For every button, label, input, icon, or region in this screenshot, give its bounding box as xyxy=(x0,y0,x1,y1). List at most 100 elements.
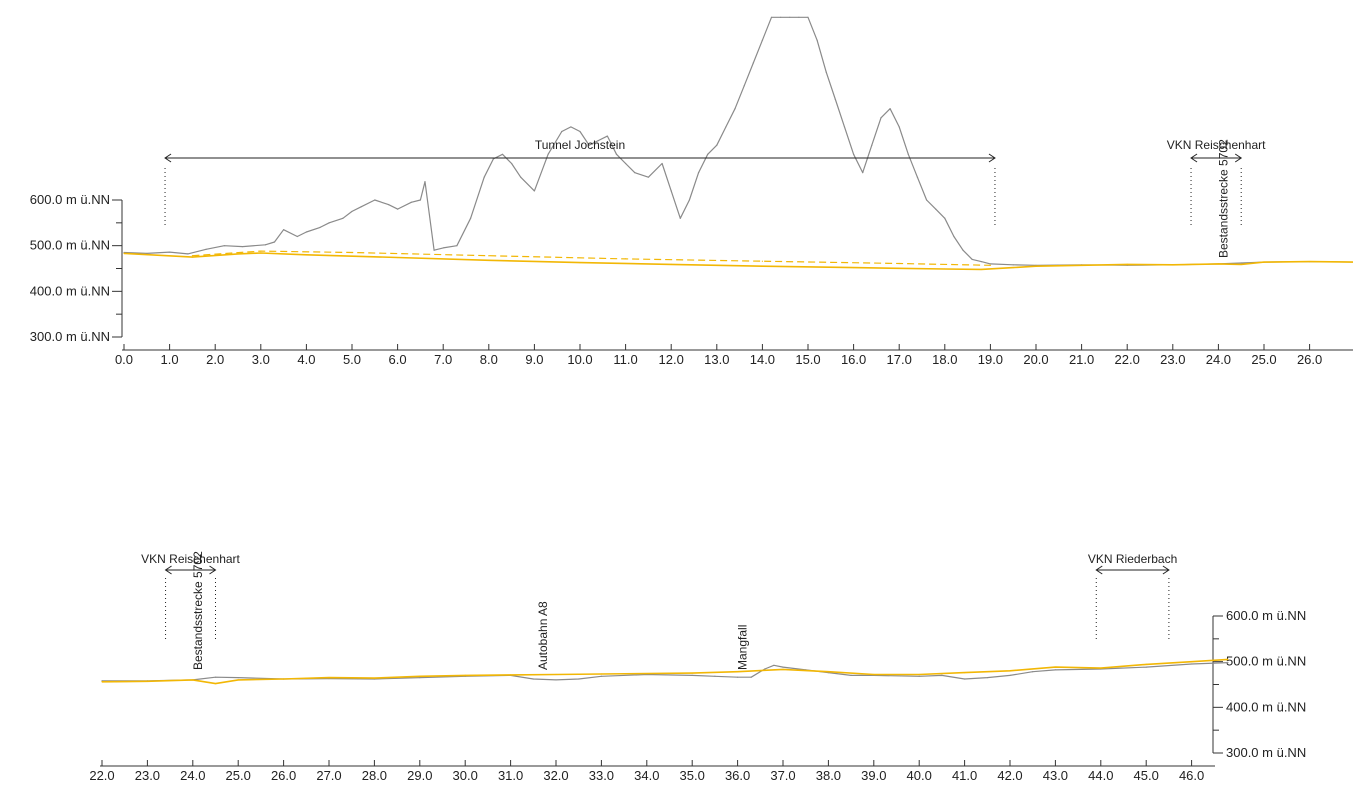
x-tick-label: 24.0 xyxy=(1206,352,1231,367)
data-point xyxy=(670,190,672,192)
data-point xyxy=(214,682,217,685)
data-point xyxy=(980,268,982,271)
y-tick-label: 600.0 m ü.NN xyxy=(30,192,110,207)
data-point xyxy=(1309,261,1311,263)
data-point xyxy=(1217,263,1219,265)
vertical-label-group: Bestandsstrecke 5702 xyxy=(191,551,205,670)
data-point xyxy=(555,679,557,681)
y-tick-label: 600.0 m ü.NN xyxy=(1226,608,1306,623)
data-point xyxy=(328,222,330,224)
data-point xyxy=(169,251,171,253)
section-end-arrow xyxy=(209,565,217,575)
data-point xyxy=(296,235,298,238)
x-tick-label: 22.0 xyxy=(89,768,114,783)
data-point xyxy=(989,264,992,266)
data-point xyxy=(214,676,217,678)
x-tick-label: 28.0 xyxy=(362,768,387,783)
data-point xyxy=(264,244,266,246)
vertical-label: Autobahn A8 xyxy=(536,601,550,670)
data-point xyxy=(661,162,663,165)
data-point xyxy=(761,39,764,41)
data-point xyxy=(187,253,189,255)
data-point xyxy=(241,245,244,248)
data-point xyxy=(374,199,376,201)
data-point xyxy=(283,678,285,680)
data-point xyxy=(419,677,421,679)
data-point xyxy=(578,678,580,680)
data-point xyxy=(532,678,534,680)
data-point xyxy=(483,176,485,178)
data-point xyxy=(1191,663,1193,665)
data-point xyxy=(853,266,855,269)
vertical-label-group: Mangfall xyxy=(736,625,750,670)
data-point xyxy=(1012,264,1014,266)
data-point xyxy=(511,162,513,165)
data-point xyxy=(464,674,466,676)
data-point xyxy=(764,668,766,670)
data-point xyxy=(1172,264,1174,266)
data-point xyxy=(1100,667,1102,669)
x-tick-label: 39.0 xyxy=(861,768,886,783)
data-point xyxy=(191,255,193,257)
x-tick-label: 25.0 xyxy=(226,768,251,783)
data-point xyxy=(761,260,764,262)
x-tick-label: 23.0 xyxy=(135,768,160,783)
data-point xyxy=(223,245,225,247)
data-point xyxy=(606,135,608,137)
data-point xyxy=(1054,666,1056,668)
x-tick-label: 22.0 xyxy=(1115,352,1140,367)
section-start-arrow xyxy=(1190,153,1198,163)
data-point xyxy=(862,172,864,174)
data-point xyxy=(725,126,727,128)
x-tick-label: 27.0 xyxy=(316,768,341,783)
x-tick-label: 44.0 xyxy=(1088,768,1113,783)
x-tick-label: 33.0 xyxy=(589,768,614,783)
data-point xyxy=(1054,669,1056,671)
data-point xyxy=(789,16,791,18)
data-point xyxy=(397,208,399,210)
data-point xyxy=(1009,670,1011,672)
data-point xyxy=(260,252,262,254)
data-point xyxy=(510,674,512,676)
data-point xyxy=(907,153,909,155)
data-point xyxy=(615,153,618,155)
vertical-label: Mangfall xyxy=(736,625,750,670)
x-tick-label: 24.0 xyxy=(180,768,205,783)
data-point xyxy=(716,144,718,146)
data-point xyxy=(520,176,522,178)
data-point xyxy=(691,672,693,674)
data-point xyxy=(1126,263,1128,265)
data-point xyxy=(670,263,672,265)
x-tick-label: 45.0 xyxy=(1134,768,1159,783)
data-point xyxy=(342,217,344,219)
x-tick-label: 37.0 xyxy=(770,768,795,783)
data-point xyxy=(737,671,739,673)
x-tick-label: 1.0 xyxy=(161,352,179,367)
data-point xyxy=(600,675,603,677)
y-tick-label: 500.0 m ü.NN xyxy=(1226,654,1306,669)
x-tick-label: 31.0 xyxy=(498,768,523,783)
plot-area xyxy=(123,16,1353,271)
x-tick-label: 13.0 xyxy=(704,352,729,367)
data-point xyxy=(273,241,276,243)
data-point xyxy=(1081,264,1083,266)
section-start-arrow xyxy=(1095,565,1103,575)
data-point xyxy=(588,144,590,146)
chart-panel-1: 0.0 1.0 2.0 3.0 4.0 5.0 6.0 7.0 8.0 9.0 10.0 11.0 12… xyxy=(30,16,1353,367)
section-end-arrow xyxy=(1162,565,1170,575)
data-point xyxy=(1035,265,1037,267)
data-point xyxy=(918,675,920,677)
data-point xyxy=(734,108,736,110)
data-point xyxy=(1145,663,1147,666)
y-tick-label: 400.0 m ü.NN xyxy=(30,283,110,298)
data-point xyxy=(986,677,988,679)
data-point xyxy=(1240,262,1242,264)
data-point xyxy=(555,673,557,676)
section-label: VKN Riederbach xyxy=(1088,552,1177,566)
section-start-arrow xyxy=(164,153,172,163)
x-tick-label: 43.0 xyxy=(1043,768,1068,783)
x-tick-label: 5.0 xyxy=(343,352,361,367)
data-point xyxy=(191,256,193,258)
data-point xyxy=(770,16,773,18)
x-tick-label: 18.0 xyxy=(932,352,957,367)
